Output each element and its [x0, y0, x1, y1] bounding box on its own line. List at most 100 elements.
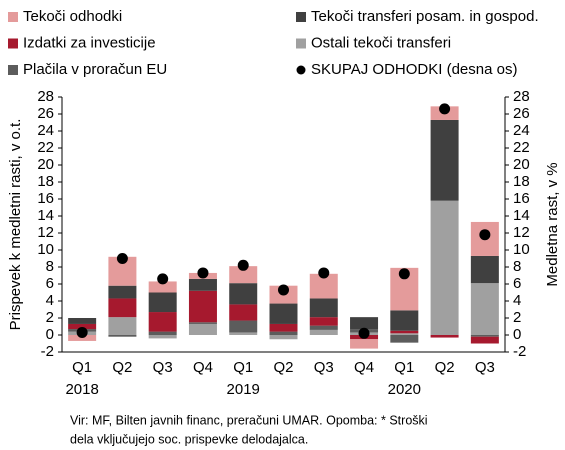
y-tick-label: 18 — [37, 173, 54, 190]
x-tick-label: Q2 — [112, 359, 132, 376]
y2-tick-label: -2 — [513, 343, 526, 360]
y2-tick-label: 16 — [513, 190, 530, 207]
bar-segment — [108, 298, 137, 318]
bar-segment — [430, 335, 459, 338]
y-tick-label: 24 — [37, 122, 54, 139]
y2-tick-label: 8 — [513, 258, 521, 275]
bar-segment — [148, 312, 177, 332]
bar-segment — [148, 335, 177, 339]
bar-segment — [68, 335, 97, 341]
x-tick-label: Q3 — [475, 359, 495, 376]
x-tick-label: Q3 — [314, 359, 334, 376]
y-tick-label: 10 — [37, 241, 54, 258]
bar-segment — [350, 339, 379, 349]
legend-marker — [296, 65, 306, 75]
y2-tick-label: 12 — [513, 224, 530, 241]
bar-segment — [470, 255, 499, 284]
legend-marker — [296, 38, 306, 49]
y2-tick-label: 14 — [513, 207, 530, 224]
bar-segment — [269, 331, 298, 335]
bar-segment — [229, 266, 258, 284]
x-group-label: 2020 — [388, 381, 421, 398]
note: dela vključujejo soc. prispevke delodaja… — [70, 432, 308, 446]
y2-tick-label: 4 — [513, 292, 521, 309]
x-tick-label: Q4 — [354, 359, 374, 376]
bar-segment — [269, 335, 298, 340]
point — [398, 268, 410, 280]
bar-segment — [108, 285, 137, 299]
point — [479, 229, 491, 241]
bar-segment — [430, 200, 459, 335]
bar-segment — [309, 329, 338, 335]
bar-segment — [108, 317, 137, 335]
legend-marker — [8, 12, 18, 22]
y2-tick-label: 28 — [513, 88, 530, 105]
bar-segment — [108, 335, 137, 337]
y-tick-label: 16 — [37, 190, 54, 207]
legend-marker — [8, 65, 18, 75]
x-group-label: 2018 — [65, 381, 98, 398]
point — [439, 103, 451, 115]
bar-segment — [148, 331, 177, 335]
legend-label: Ostali tekoči transferi — [311, 34, 451, 51]
x-group-label: 2019 — [227, 381, 260, 398]
x-tick-label: Q4 — [193, 359, 213, 376]
legend-label: SKUPAJ ODHODKI (desna os) — [311, 61, 517, 78]
point — [358, 327, 370, 339]
y-tick-label: 14 — [37, 207, 54, 224]
legend-label: Plačila v proračun EU — [23, 61, 167, 78]
point — [116, 253, 128, 264]
y-tick-label: 4 — [46, 292, 54, 309]
bar-segment — [309, 298, 338, 318]
y-axis-title: Prispevek k medletni rasti, v o.t. — [7, 119, 24, 331]
x-tick-label: Q1 — [394, 359, 414, 376]
y2-axis-title: Medletna rast, v % — [544, 162, 561, 286]
bar-segment — [188, 322, 217, 324]
y-tick-label: 28 — [37, 88, 54, 105]
bar-segment — [390, 330, 419, 334]
y2-tick-label: 6 — [513, 275, 521, 292]
y2-tick-label: 2 — [513, 309, 521, 326]
y2-tick-label: 10 — [513, 241, 530, 258]
bar-segment — [188, 290, 217, 323]
point — [237, 259, 249, 271]
bar-segment — [269, 303, 298, 324]
legend-marker — [8, 38, 18, 49]
legend-label: Izdatki za investicije — [23, 34, 156, 51]
legend-label: Tekoči odhodki — [23, 8, 122, 25]
bar-segment — [390, 333, 419, 335]
bar-segment — [390, 310, 419, 331]
bar-segment — [309, 325, 338, 330]
y-tick-label: -2 — [41, 343, 54, 360]
bar-segment — [390, 335, 419, 343]
bar-segment — [470, 283, 499, 335]
x-tick-label: Q1 — [72, 359, 92, 376]
bar-segment — [68, 323, 97, 330]
point — [197, 267, 209, 279]
y2-tick-label: 0 — [513, 326, 521, 343]
y-tick-label: 22 — [37, 139, 54, 156]
point — [318, 267, 330, 279]
y-tick-label: 2 — [46, 309, 54, 326]
legend-marker — [296, 12, 306, 22]
note: Vir: MF, Bilten javnih financ, preračuni… — [70, 413, 428, 427]
point — [278, 284, 289, 296]
y-tick-label: 8 — [46, 258, 54, 275]
bar-segment — [470, 335, 499, 337]
bar-segment — [188, 323, 217, 335]
y2-tick-label: 22 — [513, 139, 530, 156]
y-tick-label: 6 — [46, 275, 54, 292]
x-tick-label: Q2 — [273, 359, 293, 376]
bar-segment — [148, 281, 177, 293]
y2-tick-label: 20 — [513, 156, 530, 173]
x-tick-label: Q3 — [153, 359, 173, 376]
y2-tick-label: 24 — [513, 122, 530, 139]
bar-segment — [350, 317, 379, 330]
bar-segment — [229, 304, 258, 321]
y-tick-label: 26 — [37, 105, 54, 122]
point — [157, 273, 169, 285]
bar-segment — [148, 292, 177, 313]
x-tick-label: Q1 — [233, 359, 253, 376]
bar-segment — [470, 336, 499, 344]
